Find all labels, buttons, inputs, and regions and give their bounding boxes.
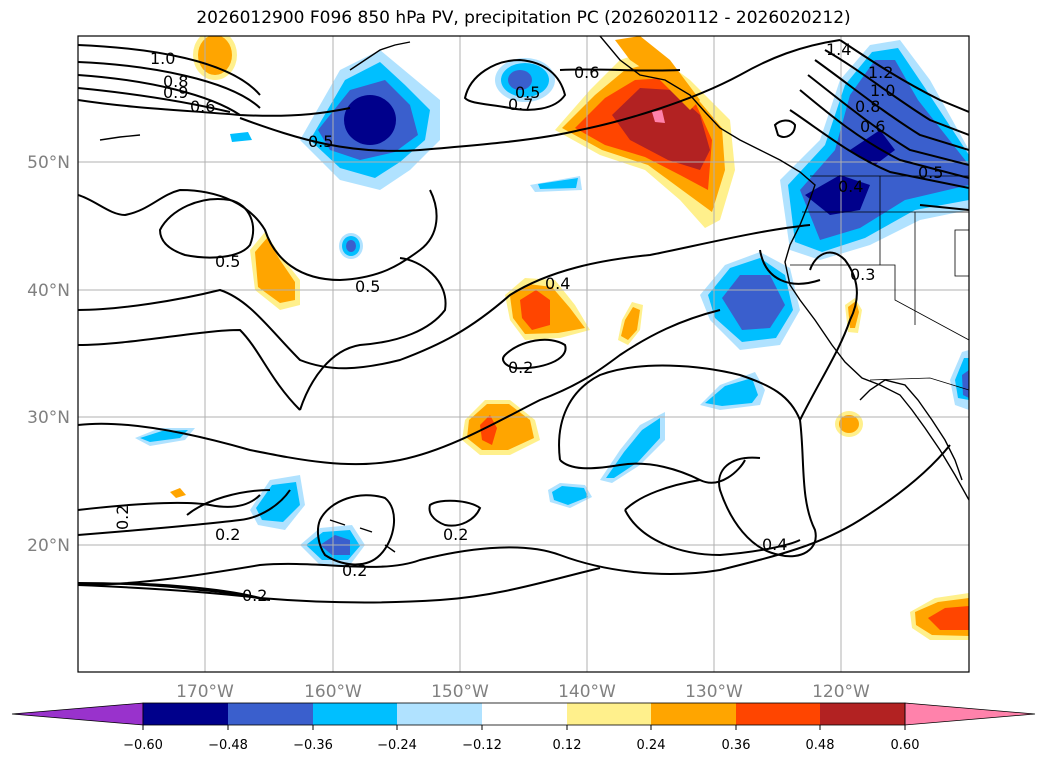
map-title: 2026012900 F096 850 hPa PV, precipitatio… xyxy=(196,8,851,28)
contour-labels: 1.0 0.8 0.9 0.6 0.5 0.7 0.6 1.4 1.2 1.0 … xyxy=(113,40,943,605)
colorbar-segment xyxy=(228,703,313,725)
colorbar-segment xyxy=(482,703,567,725)
contour-label: 0.2 xyxy=(508,358,533,377)
contour-label: 0.9 xyxy=(163,83,188,102)
contour-label: 1.2 xyxy=(868,63,893,82)
contour-label: 1.0 xyxy=(870,81,895,100)
contour-label: 0.5 xyxy=(355,277,380,296)
colorbar-extend-left xyxy=(11,702,144,726)
contour-label: 0.4 xyxy=(762,535,787,554)
graticule xyxy=(78,36,969,672)
contour-label: 0.8 xyxy=(855,97,880,116)
contour-label: 0.4 xyxy=(838,177,863,196)
lat-axis: 50°N 40°N 30°N 20°N xyxy=(27,153,70,556)
contour-label: 0.5 xyxy=(918,163,943,182)
colorbar-label: 0.24 xyxy=(637,738,666,753)
colorbar-segment xyxy=(651,703,736,725)
contour-label: 1.0 xyxy=(150,49,175,68)
colorbar-label: −0.60 xyxy=(123,738,163,753)
colorbar-segment xyxy=(820,703,905,725)
contour-label: 0.6 xyxy=(860,117,885,136)
contour-label: 0.5 xyxy=(215,252,240,271)
plot-frame xyxy=(77,35,970,673)
plot-area xyxy=(78,36,969,672)
contour-label: 0.2 xyxy=(342,561,367,580)
contour-label: 0.2 xyxy=(215,525,240,544)
contour-label: 0.2 xyxy=(443,525,468,544)
contour-label: 0.2 xyxy=(242,586,267,605)
contour-label: 0.5 xyxy=(515,83,540,102)
colorbar-label: 0.12 xyxy=(553,738,582,753)
colorbar-label: −0.12 xyxy=(462,738,502,753)
lon-tick-label: 160°W xyxy=(304,682,362,702)
colorbar-segment xyxy=(736,703,820,725)
lon-axis: 170°W 160°W 150°W 140°W 130°W 120°W xyxy=(176,682,870,702)
colorbar-segment xyxy=(313,703,397,725)
contour-label: 0.6 xyxy=(574,63,599,82)
state-borders xyxy=(790,175,969,391)
colorbar-label: −0.36 xyxy=(293,738,333,753)
colorbar-label: 0.60 xyxy=(891,738,920,753)
colorbar-segment xyxy=(397,703,482,725)
coastlines xyxy=(99,36,969,553)
colorbar-label: −0.48 xyxy=(208,738,248,753)
contour-label: 0.2 xyxy=(113,505,132,530)
contour-label: 0.6 xyxy=(190,97,215,116)
lon-tick-label: 170°W xyxy=(176,682,234,702)
contour-label: 0.5 xyxy=(308,132,333,151)
colorbar-label: 0.36 xyxy=(722,738,751,753)
colorbar-extend-right xyxy=(904,702,1036,726)
lat-tick-label: 40°N xyxy=(27,281,70,301)
lat-tick-label: 20°N xyxy=(27,536,70,556)
contour-label: 0.3 xyxy=(850,265,875,284)
colorbar-segment xyxy=(143,703,228,725)
pv-contours xyxy=(78,39,969,604)
colorbar-label: 0.48 xyxy=(806,738,835,753)
colorbar-label: −0.24 xyxy=(377,738,417,753)
contour-label: 1.4 xyxy=(826,40,851,59)
colorbar-segment xyxy=(567,703,651,725)
lon-tick-label: 140°W xyxy=(558,682,616,702)
colorbar: −0.60 −0.48 −0.36 −0.24 −0.12 0.12 0.24 … xyxy=(11,702,1036,753)
lon-tick-label: 120°W xyxy=(812,682,870,702)
lat-tick-label: 50°N xyxy=(27,153,70,173)
lat-tick-label: 30°N xyxy=(27,408,70,428)
colorbar-ticks xyxy=(142,725,906,730)
contour-label: 0.7 xyxy=(508,95,533,114)
lon-tick-label: 130°W xyxy=(685,682,743,702)
lon-tick-label: 150°W xyxy=(431,682,489,702)
contour-label: 0.8 xyxy=(163,72,188,91)
contour-label: 0.4 xyxy=(545,274,570,293)
